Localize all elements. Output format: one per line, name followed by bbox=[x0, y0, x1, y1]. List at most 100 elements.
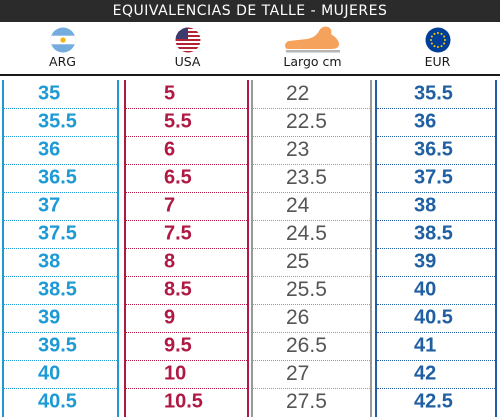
row-divider bbox=[377, 276, 495, 277]
cell-value-usa: 10 bbox=[164, 362, 187, 385]
row-divider bbox=[253, 164, 370, 165]
header-divider bbox=[0, 74, 500, 76]
row-divider bbox=[377, 164, 495, 165]
row-divider bbox=[377, 136, 495, 137]
cell-eur: 36.5 bbox=[377, 136, 495, 164]
cell-value-eur: 42.5 bbox=[414, 390, 453, 413]
row-divider bbox=[253, 360, 370, 361]
cell-cm: 26 bbox=[253, 304, 370, 332]
cell-usa: 8.5 bbox=[126, 276, 247, 304]
cell-value-eur: 36.5 bbox=[414, 138, 453, 161]
cell-arg: 37 bbox=[4, 192, 117, 220]
cell-usa: 8 bbox=[126, 248, 247, 276]
cell-value-eur: 42 bbox=[414, 362, 437, 385]
cell-value-eur: 37.5 bbox=[414, 166, 453, 189]
cell-value-arg: 38 bbox=[38, 250, 61, 273]
cell-value-cm: 25 bbox=[286, 250, 310, 273]
cell-usa: 10.5 bbox=[126, 388, 247, 416]
row-divider bbox=[4, 276, 117, 277]
column-cm: 22 22.5 23 23.5 24 24.5 25 25.5 26 26.5 27 27.5 bbox=[251, 80, 372, 417]
cell-arg: 39 bbox=[4, 304, 117, 332]
cell-cm: 24.5 bbox=[253, 220, 370, 248]
row-divider bbox=[253, 220, 370, 221]
header-label-cm: Largo cm bbox=[283, 54, 342, 69]
foot-icon bbox=[284, 26, 340, 53]
cell-value-cm: 27.5 bbox=[286, 390, 327, 413]
cell-value-cm: 24.5 bbox=[286, 222, 327, 245]
cell-arg: 40 bbox=[4, 360, 117, 388]
cell-value-cm: 25.5 bbox=[286, 278, 327, 301]
row-divider bbox=[253, 388, 370, 389]
cell-value-cm: 23 bbox=[286, 138, 310, 161]
header-eur: EUR bbox=[375, 22, 500, 75]
cell-arg: 36.5 bbox=[4, 164, 117, 192]
row-divider bbox=[377, 108, 495, 109]
cell-value-cm: 22.5 bbox=[286, 110, 327, 133]
cell-value-eur: 38.5 bbox=[414, 222, 453, 245]
cell-value-arg: 39 bbox=[38, 306, 61, 329]
cell-value-eur: 36 bbox=[414, 110, 437, 133]
row-divider bbox=[253, 276, 370, 277]
row-divider bbox=[126, 192, 247, 193]
cell-arg: 36 bbox=[4, 136, 117, 164]
cell-cm: 23 bbox=[253, 136, 370, 164]
cell-value-eur: 38 bbox=[414, 194, 437, 217]
row-divider bbox=[4, 304, 117, 305]
column-arg: 35 35.5 36 36.5 37 37.5 38 38.5 39 39.5 40 40.5 bbox=[2, 80, 119, 417]
argentina-flag-icon bbox=[50, 27, 75, 53]
row-divider bbox=[253, 136, 370, 137]
row-divider bbox=[377, 248, 495, 249]
header-usa: USA bbox=[125, 22, 250, 75]
cell-value-cm: 23.5 bbox=[286, 166, 327, 189]
row-divider bbox=[4, 164, 117, 165]
header-arg: ARG bbox=[0, 22, 125, 75]
cell-arg: 35 bbox=[4, 80, 117, 108]
row-divider bbox=[253, 248, 370, 249]
cell-value-eur: 41 bbox=[414, 334, 437, 357]
cell-usa: 5.5 bbox=[126, 108, 247, 136]
cell-cm: 22 bbox=[253, 80, 370, 108]
cell-eur: 35.5 bbox=[377, 80, 495, 108]
cell-usa: 9.5 bbox=[126, 332, 247, 360]
cell-usa: 5 bbox=[126, 80, 247, 108]
cell-arg: 37.5 bbox=[4, 220, 117, 248]
cell-value-usa: 5.5 bbox=[164, 110, 192, 133]
cell-value-arg: 35 bbox=[38, 82, 61, 105]
row-divider bbox=[4, 108, 117, 109]
row-divider bbox=[253, 108, 370, 109]
row-divider bbox=[253, 332, 370, 333]
cell-usa: 10 bbox=[126, 360, 247, 388]
row-divider bbox=[126, 388, 247, 389]
cell-value-eur: 40.5 bbox=[414, 306, 453, 329]
row-divider bbox=[126, 276, 247, 277]
cell-value-eur: 39 bbox=[414, 250, 437, 273]
row-divider bbox=[4, 248, 117, 249]
cell-value-cm: 26 bbox=[286, 306, 310, 329]
cell-usa: 7 bbox=[126, 192, 247, 220]
cell-value-usa: 7 bbox=[164, 194, 176, 217]
cell-eur: 40 bbox=[377, 276, 495, 304]
row-divider bbox=[377, 192, 495, 193]
row-divider bbox=[377, 360, 495, 361]
cell-value-usa: 6.5 bbox=[164, 166, 192, 189]
cell-arg: 39.5 bbox=[4, 332, 117, 360]
cell-value-eur: 35.5 bbox=[414, 82, 453, 105]
row-divider bbox=[377, 304, 495, 305]
row-divider bbox=[4, 360, 117, 361]
cell-value-usa: 9 bbox=[164, 306, 176, 329]
row-divider bbox=[126, 108, 247, 109]
row-divider bbox=[126, 220, 247, 221]
cell-value-arg: 39.5 bbox=[38, 334, 77, 357]
cell-value-arg: 40 bbox=[38, 362, 61, 385]
cell-cm: 23.5 bbox=[253, 164, 370, 192]
size-table: 35 35.5 36 36.5 37 37.5 38 38.5 39 39.5 40 40.5 5 5.… bbox=[0, 80, 500, 417]
cell-usa: 6.5 bbox=[126, 164, 247, 192]
cell-eur: 41 bbox=[377, 332, 495, 360]
page-title: EQUIVALENCIAS DE TALLE - MUJERES bbox=[0, 0, 500, 22]
eu-flag-icon bbox=[425, 27, 450, 53]
cell-cm: 22.5 bbox=[253, 108, 370, 136]
row-divider bbox=[126, 360, 247, 361]
cell-eur: 38.5 bbox=[377, 220, 495, 248]
header-cm: Largo cm bbox=[250, 22, 375, 75]
header-label-eur: EUR bbox=[424, 54, 451, 69]
